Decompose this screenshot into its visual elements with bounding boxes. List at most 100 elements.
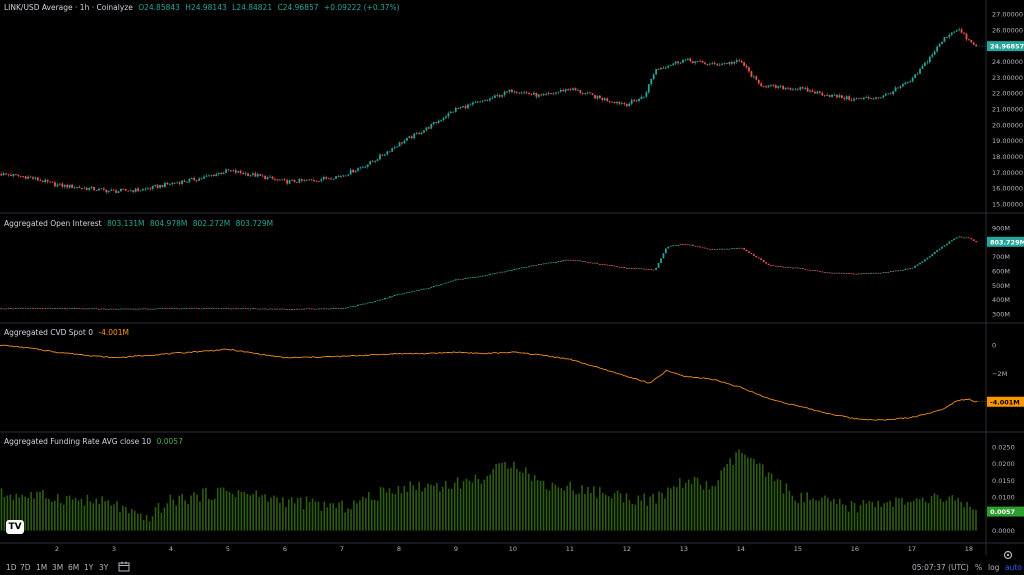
price-candle bbox=[27, 176, 30, 179]
price-candle bbox=[550, 92, 552, 94]
price-candle bbox=[845, 96, 848, 100]
oi-candle bbox=[222, 308, 225, 310]
funding-bar bbox=[847, 511, 850, 531]
funding-bar bbox=[806, 492, 808, 531]
oi-candle bbox=[364, 303, 367, 305]
funding-bar bbox=[447, 488, 450, 531]
price-candle bbox=[39, 180, 42, 182]
price-candle bbox=[161, 185, 164, 187]
price-candle bbox=[54, 182, 56, 187]
oi-candle bbox=[564, 259, 567, 261]
funding-bar bbox=[92, 503, 95, 531]
log-toggle[interactable]: log bbox=[988, 563, 1000, 572]
oi-candle bbox=[88, 308, 91, 310]
price-candle bbox=[555, 92, 557, 94]
price-candle bbox=[584, 93, 587, 94]
timeframe-7d[interactable]: 7D bbox=[20, 563, 31, 572]
timeframe-1y[interactable]: 1Y bbox=[84, 563, 94, 572]
funding-bar bbox=[243, 491, 246, 531]
funding-bar bbox=[924, 501, 927, 531]
x-axis-label: 2 bbox=[55, 545, 59, 553]
oi-candle bbox=[772, 265, 775, 266]
funding-bar bbox=[139, 513, 142, 531]
oi-candle bbox=[562, 260, 565, 262]
utc-clock[interactable]: 05:07:37 (UTC) bbox=[912, 563, 969, 572]
oi-candle bbox=[193, 307, 196, 309]
funding-bar bbox=[856, 512, 859, 531]
funding-bar bbox=[133, 510, 136, 531]
price-low: L24.84821 bbox=[232, 3, 273, 12]
price-candle bbox=[686, 58, 689, 60]
timeframe-1d[interactable]: 1D bbox=[6, 563, 17, 572]
price-candle bbox=[530, 93, 533, 95]
oi-candle bbox=[794, 267, 797, 269]
oi-candle bbox=[569, 259, 572, 261]
funding-bar bbox=[696, 477, 699, 531]
oi-candle bbox=[393, 294, 396, 297]
oi-candle bbox=[677, 244, 680, 246]
oi-candle bbox=[183, 308, 186, 310]
price-candle bbox=[677, 61, 680, 64]
settings-icon[interactable] bbox=[1003, 545, 1013, 564]
x-axis-label: 6 bbox=[283, 545, 287, 553]
oi-candle bbox=[154, 308, 157, 310]
oi-candle bbox=[694, 245, 697, 247]
funding-bar bbox=[148, 521, 151, 531]
oi-candle bbox=[887, 271, 890, 273]
oi-candle bbox=[586, 261, 589, 263]
oi-candle bbox=[618, 266, 621, 268]
price-close: C24.96857 bbox=[277, 3, 319, 12]
oi-candle bbox=[877, 272, 880, 274]
funding-tick-label: 0.0250 bbox=[992, 444, 1015, 452]
oi-candle bbox=[215, 307, 218, 309]
price-candle bbox=[491, 97, 494, 99]
oi-candle bbox=[931, 254, 934, 257]
oi-candle bbox=[437, 285, 440, 287]
tradingview-logo[interactable]: TV bbox=[6, 520, 24, 534]
funding-bar bbox=[104, 501, 106, 531]
funding-bar bbox=[480, 483, 483, 531]
oi-candle bbox=[596, 263, 599, 265]
funding-bar bbox=[868, 501, 871, 531]
oi-candle bbox=[787, 267, 789, 268]
oi-candle bbox=[691, 244, 694, 246]
funding-bar bbox=[359, 500, 361, 531]
funding-bar bbox=[299, 497, 302, 531]
oi-candle bbox=[762, 260, 765, 263]
calendar-icon[interactable] bbox=[118, 561, 130, 574]
oi-candle bbox=[599, 264, 601, 265]
timeframe-3y[interactable]: 3Y bbox=[99, 563, 109, 572]
x-axis-label: 17 bbox=[908, 545, 916, 553]
oi-candle bbox=[594, 262, 596, 264]
price-candle bbox=[315, 180, 318, 182]
funding-bar bbox=[24, 496, 26, 531]
price-candle bbox=[938, 44, 941, 47]
price-candle bbox=[71, 184, 73, 188]
percent-toggle[interactable]: % bbox=[975, 563, 983, 572]
funding-bar bbox=[172, 499, 175, 531]
price-candle bbox=[572, 88, 574, 90]
price-candle bbox=[921, 65, 924, 69]
oi-low: 802.272M bbox=[192, 219, 231, 228]
oi-candle bbox=[259, 308, 262, 310]
funding-bar bbox=[314, 501, 317, 531]
funding-bar bbox=[119, 512, 121, 531]
oi-candle bbox=[344, 307, 347, 309]
funding-bar bbox=[821, 497, 823, 531]
timeframe-6m[interactable]: 6M bbox=[68, 563, 80, 572]
price-title: LINK/USD Average · 1h · Coinalyze bbox=[4, 3, 133, 12]
oi-candle bbox=[24, 307, 27, 309]
price-candle bbox=[816, 91, 819, 94]
oi-tick-label: 300M bbox=[992, 311, 1010, 319]
auto-toggle[interactable]: auto bbox=[1005, 563, 1022, 572]
funding-tick-label: 0.0150 bbox=[992, 477, 1015, 485]
funding-bar bbox=[80, 498, 83, 531]
timeframe-3m[interactable]: 3M bbox=[52, 563, 64, 572]
funding-bar bbox=[720, 470, 723, 531]
oi-candle bbox=[95, 308, 98, 310]
timeframe-1m[interactable]: 1M bbox=[36, 563, 48, 572]
funding-bar bbox=[15, 493, 18, 531]
price-candle bbox=[740, 60, 743, 63]
price-tick-label: 27.00000 bbox=[992, 11, 1023, 19]
